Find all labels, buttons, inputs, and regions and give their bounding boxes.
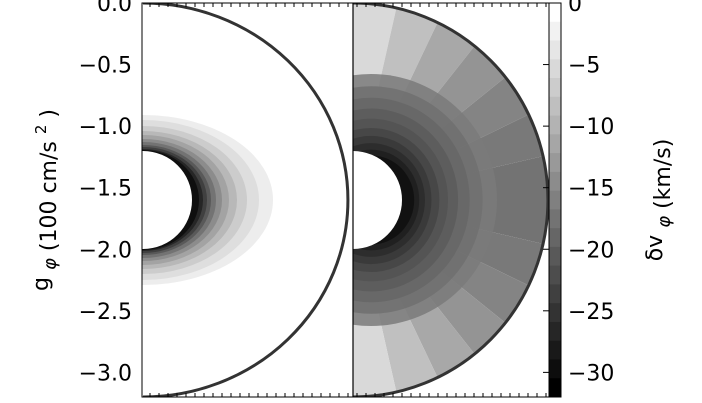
colorbar-bin	[549, 209, 561, 229]
right-colorbar: 0 −5 −10 −15 −20 −25 −30 δv φ (km/s)	[543, 0, 676, 398]
right-colorbar-label: δv φ (km/s)	[643, 139, 676, 262]
colorbar-tick-label: −2.5	[79, 300, 132, 325]
left-panel	[142, 3, 353, 397]
colorbar-tick-label: −10	[568, 115, 614, 140]
colorbar-bin	[549, 21, 561, 42]
colorbar-tick-label: −2.0	[79, 238, 132, 263]
colorbar-tick-label: −20	[568, 238, 614, 263]
colorbar-bin	[549, 228, 561, 248]
colorbar-bin	[549, 3, 561, 23]
colorbar-bin	[549, 59, 561, 79]
colorbar-tick-label: −5	[568, 54, 600, 79]
colorbar-bin	[549, 246, 561, 267]
colorbar-tick-label: 0	[568, 0, 582, 17]
colorbar-bin	[549, 134, 561, 154]
colorbar-bin	[549, 303, 561, 323]
colorbar-tick-label: −1.0	[79, 115, 132, 140]
colorbar-bin	[549, 284, 561, 304]
colorbar-bin	[549, 321, 561, 342]
colorbar-bin	[549, 359, 561, 379]
left-colorbar-label: g φ (100 cm/s 2 )	[27, 109, 62, 291]
colorbar-bin	[549, 378, 561, 398]
colorbar-bin	[549, 40, 561, 60]
colorbar-tick-label: −3.0	[79, 361, 132, 386]
colorbar-bin	[549, 265, 561, 285]
colorbar-bin	[549, 115, 561, 135]
colorbar-bin	[549, 153, 561, 173]
colorbar-bin	[549, 171, 561, 192]
colorbar-tick-label: −0.5	[79, 54, 132, 79]
colorbar-bin	[549, 96, 561, 117]
frame-minor-ticks	[149, 3, 547, 397]
colorbar-bin	[549, 78, 561, 98]
left-colorbar: 0.0 −0.5 −1.0 −1.5 −2.0 −2.5 −3.0 g φ (100 cm/…	[27, 0, 158, 398]
colorbar-tick-label: −30	[568, 361, 614, 386]
colorbar-bin	[549, 340, 561, 360]
right-inner-hole	[353, 151, 402, 249]
colorbar-tick-label: −15	[568, 177, 614, 202]
left-outer-boundary	[142, 3, 350, 397]
right-panel	[353, 3, 549, 397]
colorbar-tick-label: −25	[568, 300, 614, 325]
colorbar-tick-label: −1.5	[79, 177, 132, 202]
colorbar-bin	[549, 190, 561, 210]
left-inner-hole	[142, 151, 192, 249]
right-outer-boundary	[353, 3, 549, 397]
colorbar-tick-label: 0.0	[97, 0, 132, 17]
